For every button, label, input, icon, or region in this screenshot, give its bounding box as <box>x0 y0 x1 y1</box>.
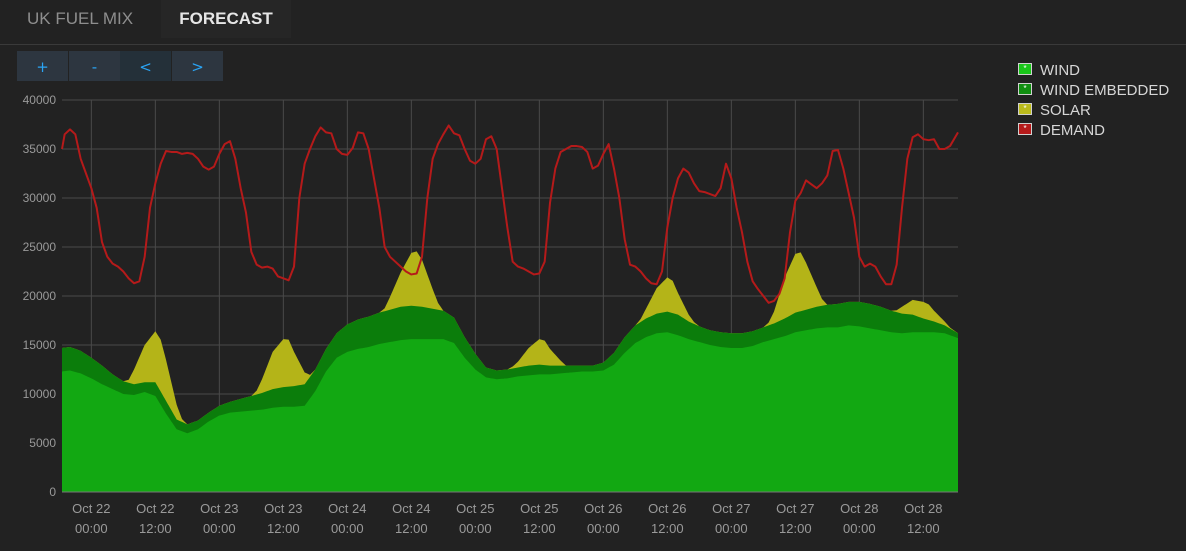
x-tick-label-date: Oct 27 <box>776 501 814 516</box>
x-tick-label-date: Oct 24 <box>328 501 366 516</box>
legend-label-wind-embedded: WIND EMBEDDED <box>1040 82 1170 99</box>
x-tick-label-date: Oct 24 <box>392 501 430 516</box>
x-tick-label-date: Oct 25 <box>456 501 494 516</box>
x-tick-label-date: Oct 23 <box>200 501 238 516</box>
x-tick-label-time: 00:00 <box>331 521 364 536</box>
legend-item-solar[interactable]: * SOLAR <box>1018 101 1169 121</box>
y-tick-label: 25000 <box>23 240 57 254</box>
y-tick-label: 30000 <box>23 191 57 205</box>
legend-swatch-wind-embedded: * <box>1018 83 1032 95</box>
legend-item-demand[interactable]: * DEMAND <box>1018 121 1169 141</box>
y-tick-label: 40000 <box>23 93 57 107</box>
x-tick-label-time: 00:00 <box>75 521 108 536</box>
legend-label-wind: WIND <box>1040 62 1080 79</box>
zoom-in-button[interactable]: + <box>17 51 68 81</box>
y-tick-label: 5000 <box>29 436 56 450</box>
x-tick-label-time: 00:00 <box>459 521 492 536</box>
legend-item-wind[interactable]: * WIND <box>1018 61 1169 81</box>
tab-forecast[interactable]: FORECAST <box>161 0 291 38</box>
x-tick-label-time: 12:00 <box>523 521 556 536</box>
x-tick-label-date: Oct 22 <box>136 501 174 516</box>
zoom-out-button[interactable]: - <box>69 51 120 81</box>
x-tick-label-time: 00:00 <box>843 521 876 536</box>
x-tick-label-time: 12:00 <box>907 521 940 536</box>
legend-swatch-wind: * <box>1018 63 1032 75</box>
x-tick-label-date: Oct 27 <box>712 501 750 516</box>
x-tick-label-date: Oct 25 <box>520 501 558 516</box>
x-tick-label-time: 12:00 <box>139 521 172 536</box>
chart-legend: * WIND * WIND EMBEDDED * SOLAR * DEMAND <box>1018 61 1169 141</box>
x-tick-label-time: 00:00 <box>715 521 748 536</box>
pan-left-button[interactable]: < <box>120 51 171 81</box>
x-tick-label-date: Oct 28 <box>840 501 878 516</box>
y-tick-label: 20000 <box>23 289 57 303</box>
x-tick-label-date: Oct 28 <box>904 501 942 516</box>
legend-swatch-demand: * <box>1018 123 1032 135</box>
x-tick-label-time: 00:00 <box>587 521 620 536</box>
legend-item-wind-embedded[interactable]: * WIND EMBEDDED <box>1018 81 1169 101</box>
legend-swatch-solar: * <box>1018 103 1032 115</box>
line-demand <box>61 124 959 304</box>
x-tick-label-date: Oct 26 <box>648 501 686 516</box>
y-tick-label: 10000 <box>23 387 57 401</box>
x-tick-label-time: 00:00 <box>203 521 236 536</box>
chart-areas <box>62 251 958 492</box>
x-tick-label-time: 12:00 <box>267 521 300 536</box>
tab-uk-fuel-mix[interactable]: UK FUEL MIX <box>27 9 134 28</box>
area-wind <box>62 325 958 492</box>
y-tick-label: 0 <box>49 485 56 499</box>
x-tick-label-time: 12:00 <box>651 521 684 536</box>
x-tick-label-date: Oct 22 <box>72 501 110 516</box>
x-tick-label-date: Oct 23 <box>264 501 302 516</box>
y-tick-label: 15000 <box>23 338 57 352</box>
pan-right-button[interactable]: > <box>172 51 223 81</box>
x-tick-label-date: Oct 26 <box>584 501 622 516</box>
x-tick-label-time: 12:00 <box>779 521 812 536</box>
legend-label-demand: DEMAND <box>1040 122 1106 139</box>
tab-bar: UK FUEL MIX FORECAST <box>0 0 1186 45</box>
legend-label-solar: SOLAR <box>1040 102 1091 119</box>
y-tick-label: 35000 <box>23 142 57 156</box>
x-tick-label-time: 12:00 <box>395 521 428 536</box>
